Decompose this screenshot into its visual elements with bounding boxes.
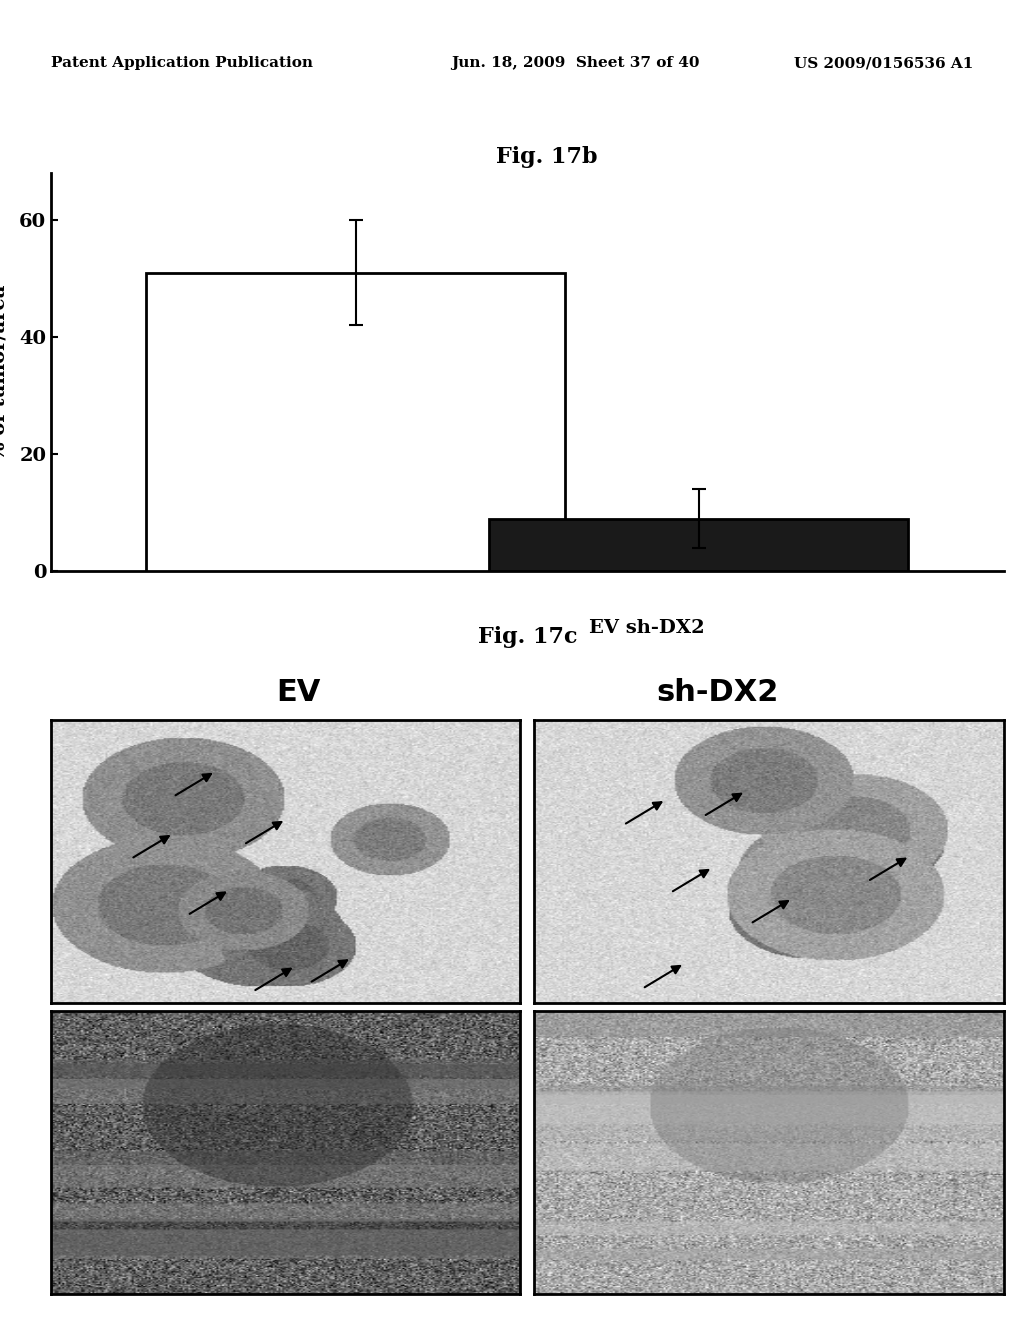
Bar xyxy=(146,273,565,572)
Text: Fig. 17b: Fig. 17b xyxy=(496,147,597,168)
Text: Jun. 18, 2009  Sheet 37 of 40: Jun. 18, 2009 Sheet 37 of 40 xyxy=(452,57,699,70)
Text: US 2009/0156536 A1: US 2009/0156536 A1 xyxy=(794,57,974,70)
Text: Fig. 17c: Fig. 17c xyxy=(477,626,578,648)
Text: sh-DX2: sh-DX2 xyxy=(656,678,779,708)
Y-axis label: % of tumor/area: % of tumor/area xyxy=(0,285,8,461)
Text: EV: EV xyxy=(276,678,321,708)
Bar xyxy=(489,519,908,572)
Text: EV sh-DX2: EV sh-DX2 xyxy=(589,619,705,638)
Text: Patent Application Publication: Patent Application Publication xyxy=(51,57,313,70)
